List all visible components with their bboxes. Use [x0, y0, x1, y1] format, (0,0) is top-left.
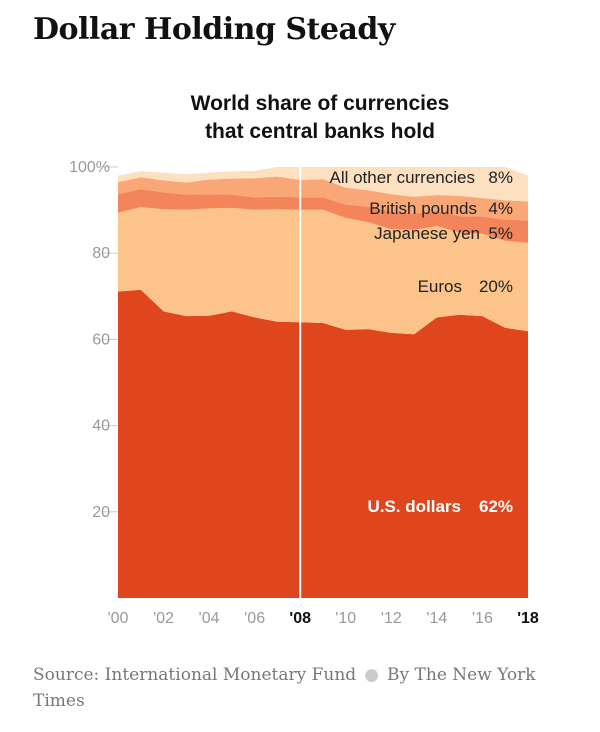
series-name-label: U.S. dollars	[367, 497, 461, 516]
y-tick-label: 60	[92, 331, 110, 348]
x-tick-label: '04	[199, 610, 220, 627]
chart-title-line-1: World share of currencies	[190, 92, 450, 115]
area-all-other-currencies	[118, 167, 528, 202]
x-tick-label: '06	[244, 610, 265, 627]
series-value-label: 20%	[479, 277, 513, 296]
x-tick-label: '16	[472, 610, 493, 627]
y-tick-label: 100%	[69, 159, 110, 176]
series-value-label: 5%	[488, 224, 513, 243]
area-japanese-yen	[118, 189, 528, 243]
source-line: Source: International Monetary Fund ● By T…	[33, 662, 573, 714]
x-tick-label: '08	[289, 610, 311, 627]
x-tick-label: '18	[517, 610, 539, 627]
series-value-label: 62%	[479, 497, 513, 516]
y-tick-label: 80	[92, 245, 110, 262]
x-tick-label: '10	[335, 610, 356, 627]
series-name-label: Euros	[418, 277, 462, 296]
series-name-label: Japanese yen	[374, 224, 480, 243]
series-name-label: All other currencies	[329, 168, 475, 187]
byline-text: By The New York Times	[33, 665, 536, 711]
headline: Dollar Holding Steady	[33, 12, 395, 47]
series-name-label: British pounds	[369, 199, 477, 218]
series-value-label: 8%	[488, 168, 513, 187]
area-british-pounds	[118, 176, 528, 221]
x-tick-label: '12	[381, 610, 402, 627]
area-euros	[118, 207, 528, 335]
chart-title-line-2: that central banks hold	[205, 120, 435, 143]
stacked-area-chart: 100% 80 60 40 20 '00 '02 '04 '06 '08 '10 '12 '14 '16 '…	[69, 159, 539, 627]
separator-dot: ●	[364, 665, 380, 685]
y-tick-label: 20	[92, 504, 110, 521]
source-text: Source: International Monetary Fund	[33, 665, 357, 685]
x-tick-label: '02	[153, 610, 174, 627]
chart-title: World share of currencies that central b…	[0, 90, 600, 146]
series-value-label: 4%	[488, 199, 513, 218]
x-tick-label: '00	[108, 610, 129, 627]
y-tick-label: 40	[92, 418, 110, 435]
area-u-s-dollars	[118, 289, 528, 598]
x-tick-label: '14	[426, 610, 447, 627]
